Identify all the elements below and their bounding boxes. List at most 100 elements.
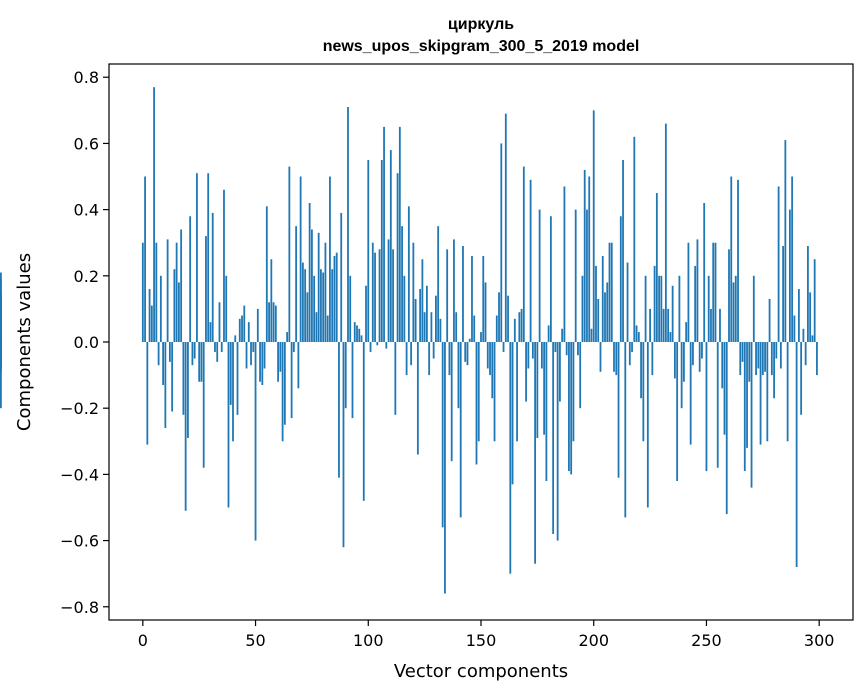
- bar: [525, 342, 527, 402]
- bar: [491, 342, 494, 399]
- bar: [480, 332, 482, 342]
- bar: [649, 308, 651, 342]
- bar: [606, 282, 609, 342]
- bar: [471, 255, 473, 342]
- bar: [642, 342, 645, 442]
- bar: [439, 318, 442, 342]
- bar: [520, 308, 523, 342]
- x-tick-label: 250: [691, 631, 722, 650]
- bar: [768, 298, 771, 342]
- bar: [311, 229, 313, 342]
- bar: [241, 315, 243, 342]
- bar: [209, 322, 212, 342]
- bar: [498, 292, 500, 342]
- bar: [707, 275, 710, 342]
- bar: [613, 342, 615, 372]
- bar: [159, 275, 162, 342]
- x-tick-label: 200: [578, 631, 609, 650]
- bar: [809, 292, 812, 342]
- chart-subtitle: news_upos_skipgram_300_5_2019 model: [323, 38, 640, 55]
- bar: [807, 246, 809, 342]
- bar: [401, 226, 403, 342]
- x-tick-label: 50: [245, 631, 265, 650]
- bar: [559, 342, 561, 402]
- bar: [692, 342, 694, 366]
- bar: [326, 315, 329, 342]
- bar: [173, 269, 176, 342]
- bar: [669, 332, 672, 342]
- bar: [164, 342, 167, 429]
- bar: [464, 342, 467, 362]
- bar: [466, 342, 469, 366]
- bar: [565, 342, 568, 356]
- bar: [360, 335, 363, 342]
- bar: [419, 289, 422, 342]
- bar: [198, 342, 201, 382]
- bar: [412, 242, 415, 342]
- bar: [288, 166, 291, 342]
- bar: [245, 342, 248, 369]
- bar: [295, 226, 298, 342]
- bar: [157, 342, 160, 366]
- bar: [410, 342, 413, 366]
- bar: [405, 342, 408, 376]
- bar: [617, 342, 620, 478]
- bar: [320, 269, 322, 342]
- bar: [155, 242, 158, 342]
- bar: [590, 328, 593, 342]
- y-tick-label: −0.2: [60, 399, 99, 418]
- bar: [493, 342, 496, 442]
- bar: [292, 342, 295, 352]
- bar: [457, 342, 460, 409]
- bar: [301, 262, 304, 342]
- bar: [797, 289, 800, 342]
- bar: [247, 322, 250, 342]
- bar: [162, 342, 165, 386]
- bar: [425, 285, 428, 342]
- bar: [696, 239, 699, 342]
- bar: [604, 292, 606, 342]
- bar: [450, 342, 453, 462]
- bar: [473, 315, 476, 342]
- bar: [428, 342, 431, 376]
- bar: [421, 259, 424, 342]
- y-tick-label: 0.4: [74, 201, 99, 220]
- bar: [462, 246, 464, 342]
- bar: [441, 342, 444, 528]
- bar: [335, 252, 338, 342]
- bar: [187, 342, 189, 438]
- bar: [739, 342, 742, 376]
- bar: [502, 342, 505, 352]
- bar: [180, 229, 183, 342]
- bar: [538, 209, 541, 342]
- bar: [631, 342, 633, 352]
- bar: [773, 342, 775, 399]
- bar: [236, 342, 239, 415]
- bar: [477, 342, 480, 442]
- y-tick-label: 0.2: [74, 267, 99, 286]
- y-axis: 0.8 0.6 0.4 0.2 0.0 −0.2 −0.4 −0.6 −0.8: [60, 68, 109, 617]
- bar: [191, 342, 194, 366]
- bar: [232, 342, 234, 442]
- bar: [741, 342, 744, 362]
- bar: [277, 342, 279, 382]
- bars-group: [0, 87, 818, 594]
- bar: [583, 169, 586, 342]
- bar: [746, 342, 748, 448]
- x-tick-label: 300: [804, 631, 835, 650]
- bar: [698, 342, 701, 372]
- y-tick-label: −0.8: [60, 598, 99, 617]
- bar: [202, 342, 205, 468]
- bar: [653, 265, 656, 342]
- y-axis-label: Components values: [14, 253, 35, 431]
- bar: [705, 342, 708, 472]
- bar: [446, 249, 449, 342]
- bar: [687, 242, 690, 342]
- bar: [556, 342, 559, 541]
- bar: [168, 342, 171, 362]
- bar: [712, 242, 715, 342]
- bar: [689, 342, 692, 445]
- bar: [263, 342, 266, 369]
- bar: [664, 123, 667, 342]
